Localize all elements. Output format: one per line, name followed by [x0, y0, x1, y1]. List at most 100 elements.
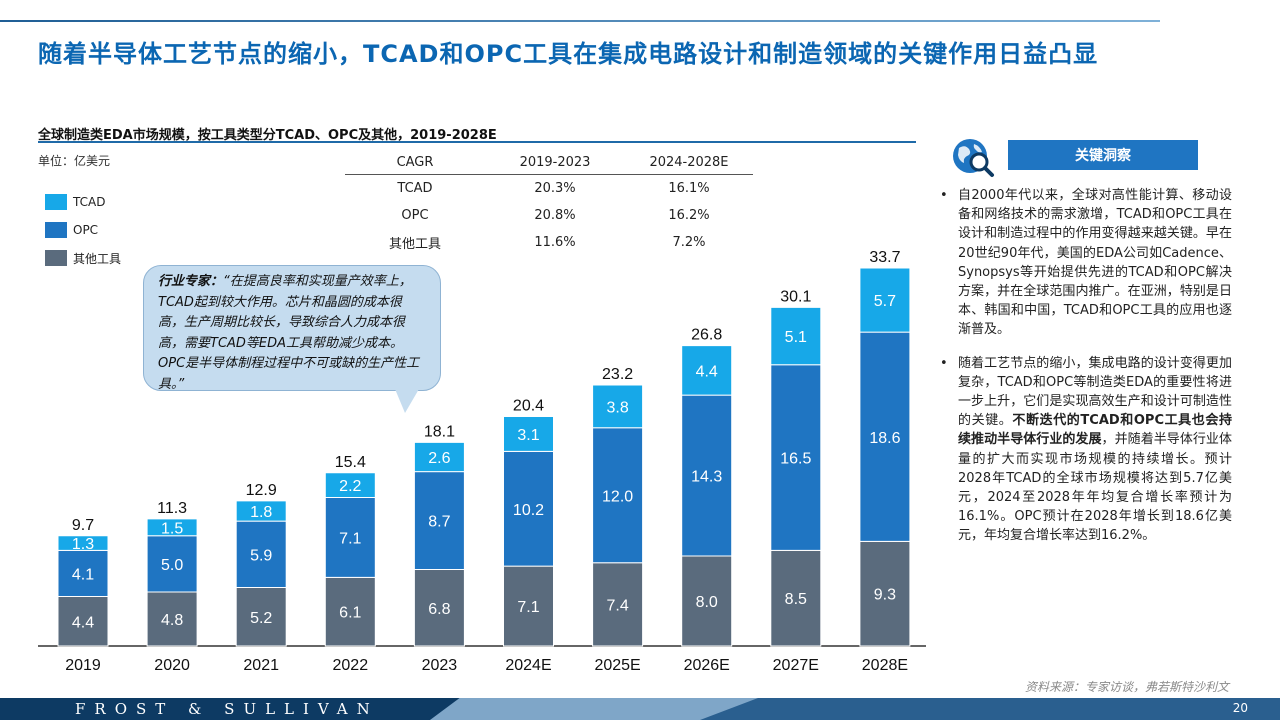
data-label: 4.4 — [696, 363, 718, 380]
cagr-header: 2019-2023 — [519, 154, 591, 170]
data-label: 4.8 — [161, 612, 183, 629]
data-label: 8.5 — [785, 591, 807, 608]
cagr-cell: 16.1% — [668, 181, 710, 196]
data-label: 16.5 — [780, 451, 811, 468]
bar-segment-其他工具 — [57, 596, 109, 647]
x-tick-label: 2025E — [594, 657, 640, 674]
data-label: 2.6 — [428, 450, 450, 467]
x-tick-label: 2024E — [505, 657, 551, 674]
bar-segment-TCAD — [146, 518, 198, 537]
insight-item: • 自2000年代以来，全球对高性能计算、移动设备和网络技术的需求激增，TCAD… — [940, 186, 1232, 340]
cagr-cell: 16.2% — [668, 208, 710, 223]
expert-quote-tail — [395, 389, 419, 413]
total-label: 30.1 — [780, 288, 811, 305]
cagr-cell: 20.8% — [534, 208, 576, 223]
bar-segment-OPC — [592, 427, 644, 564]
cagr-row-tcad: TCAD 20.3% 16.1% — [345, 175, 753, 202]
data-label: 8.7 — [428, 514, 450, 531]
footer-stripe — [700, 698, 1280, 720]
cagr-row-other: 其他工具 11.6% 7.2% — [345, 229, 753, 256]
legend-label-other: 其他工具 — [73, 251, 122, 266]
data-label: 8.0 — [696, 594, 718, 611]
chart-title: 全球制造类EDA市场规模，按工具类型分TCAD、OPC及其他，2019-2028… — [38, 128, 497, 143]
x-tick-label: 2019 — [65, 657, 101, 674]
legend-swatch-tcad — [45, 194, 67, 210]
brand-logo: FROST & SULLIVAN — [75, 700, 379, 718]
bar-segment-OPC — [57, 549, 109, 597]
source-note: 资料来源：专家访谈，弗若斯特沙利文 — [1025, 680, 1230, 694]
data-label: 18.6 — [869, 430, 900, 447]
data-label: 4.1 — [72, 566, 94, 583]
legend-item-other: 其他工具 — [45, 244, 121, 272]
insight-text: 随着工艺节点的缩小，集成电路的设计变得更加复杂，TCAD和OPC等制造类EDA的… — [958, 354, 1232, 546]
total-label: 12.9 — [246, 482, 277, 499]
insight-text-part: 随着工艺节点的缩小，集成电路的设计变得更加复杂，TCAD和OPC等制造类EDA的… — [958, 355, 1232, 429]
legend-item-opc: OPC — [45, 216, 121, 244]
data-label: 6.1 — [339, 605, 361, 622]
bar-segment-OPC — [413, 471, 465, 570]
insights-header: 关键洞察 — [1008, 140, 1198, 170]
cagr-header-row: CAGR 2019-2023 2024-2028E — [345, 150, 753, 175]
bar-segment-其他工具 — [235, 587, 287, 647]
cagr-cell: 7.2% — [672, 235, 706, 250]
data-label: 3.8 — [606, 399, 628, 416]
cagr-cell: 11.6% — [534, 235, 576, 250]
total-label: 9.7 — [72, 517, 94, 534]
bar-segment-TCAD — [413, 441, 465, 473]
cagr-row-opc: OPC 20.8% 16.2% — [345, 202, 753, 229]
page-title: 随着半导体工艺节点的缩小，TCAD和OPC工具在集成电路设计和制造领域的关键作用… — [38, 40, 1099, 68]
total-label: 33.7 — [869, 249, 900, 266]
cagr-cell: OPC — [401, 208, 429, 223]
x-tick-label: 2022 — [333, 657, 369, 674]
chart-title-rule — [38, 141, 916, 143]
bar-segment-OPC — [324, 497, 376, 578]
cagr-cell: 其他工具 — [388, 237, 441, 252]
total-label: 26.8 — [691, 327, 722, 344]
legend-item-tcad: TCAD — [45, 188, 121, 216]
x-tick-label: 2021 — [243, 657, 279, 674]
cagr-table: CAGR 2019-2023 2024-2028E TCAD 20.3% 16.… — [345, 150, 753, 256]
footer-bar: FROST & SULLIVAN 20 — [0, 698, 1280, 720]
bullet-icon: • — [940, 188, 948, 203]
bar-segment-TCAD — [770, 306, 822, 366]
bar-segment-其他工具 — [592, 562, 644, 647]
bar-segment-TCAD — [57, 535, 109, 551]
bar-segment-TCAD — [592, 384, 644, 429]
top-rule — [0, 20, 1160, 22]
expert-quote-bubble: 行业专家：“在提高良率和实现量产效率上，TCAD起到较大作用。芯片和晶圆的成本很… — [143, 265, 441, 392]
data-label: 6.8 — [428, 601, 450, 618]
chart-legend: TCAD OPC 其他工具 — [45, 188, 121, 272]
cagr-cell: TCAD — [397, 181, 433, 196]
data-label: 10.2 — [513, 502, 544, 519]
data-label: 1.8 — [250, 504, 272, 521]
bar-segment-TCAD — [324, 472, 376, 498]
bar-segment-OPC — [681, 394, 733, 557]
page-number: 20 — [1232, 701, 1248, 715]
data-label: 4.4 — [72, 614, 94, 631]
bar-segment-其他工具 — [503, 565, 554, 647]
insights-list: • 自2000年代以来，全球对高性能计算、移动设备和网络技术的需求激增，TCAD… — [940, 186, 1232, 560]
data-label: 5.1 — [785, 329, 807, 346]
data-label: 3.1 — [517, 427, 539, 444]
data-label: 14.3 — [691, 469, 722, 486]
bar-segment-OPC — [859, 331, 911, 542]
data-label: 2.2 — [339, 478, 361, 495]
data-label: 1.3 — [72, 536, 94, 553]
total-label: 18.1 — [424, 423, 455, 440]
legend-swatch-other — [45, 250, 67, 266]
bar-segment-其他工具 — [146, 591, 198, 647]
bar-segment-其他工具 — [859, 540, 911, 647]
legend-swatch-opc — [45, 222, 67, 238]
insight-text-part: ，并随着半导体行业体量的扩大而实现市场规模的持续增长。预计2028年TCAD的全… — [958, 432, 1232, 544]
x-tick-label: 2023 — [422, 657, 458, 674]
data-label: 12.0 — [602, 488, 633, 505]
total-label: 11.3 — [157, 500, 187, 517]
data-label: 1.5 — [161, 520, 183, 537]
data-label: 5.2 — [250, 610, 272, 627]
x-tick-label: 2027E — [773, 657, 819, 674]
x-tick-label: 2020 — [154, 657, 190, 674]
expert-quote-speaker: 行业专家： — [158, 274, 224, 289]
total-label: 20.4 — [513, 398, 544, 415]
insight-text-bold: 不断迭代的TCAD和OPC工具也会持续推动半导体行业的发展 — [958, 413, 1232, 448]
footer-stripe — [430, 698, 800, 720]
